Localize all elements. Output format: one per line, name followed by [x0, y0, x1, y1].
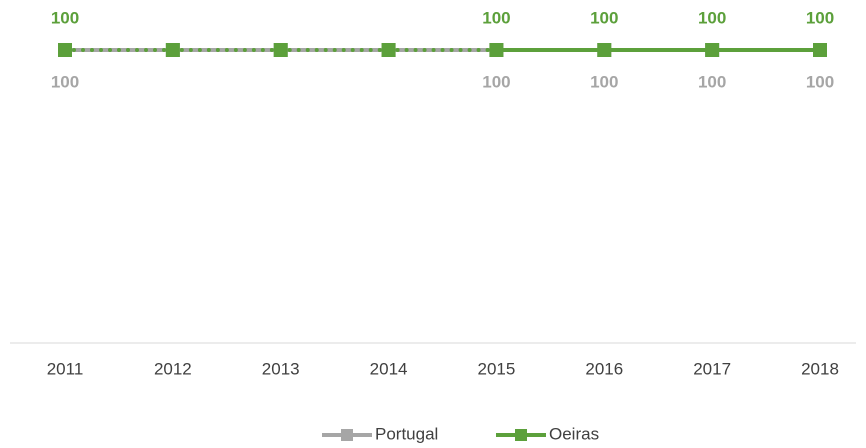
data-label: 100: [698, 8, 726, 27]
x-tick-label: 2012: [154, 359, 192, 378]
legend-label: Oeiras: [549, 424, 599, 443]
marker: [273, 43, 288, 57]
data-label: 100: [698, 72, 726, 91]
marker: [489, 43, 504, 57]
x-tick-label: 2017: [693, 359, 731, 378]
data-label: 100: [482, 72, 510, 91]
x-tick-label: 2011: [47, 359, 84, 378]
data-label: 100: [590, 72, 618, 91]
legend-label: Portugal: [375, 424, 438, 443]
data-label: 100: [51, 72, 79, 91]
marker: [813, 43, 827, 57]
marker: [381, 43, 396, 57]
data-label: 100: [590, 8, 618, 27]
x-tick-label: 2016: [585, 359, 623, 378]
legend-marker: [515, 429, 527, 441]
data-label: 100: [51, 8, 79, 27]
x-tick-label: 2014: [370, 359, 408, 378]
marker: [705, 43, 720, 57]
marker: [58, 43, 72, 57]
marker: [597, 43, 612, 57]
x-tick-label: 2013: [262, 359, 300, 378]
marker: [165, 43, 180, 57]
legend-marker: [341, 429, 353, 441]
data-label: 100: [482, 8, 510, 27]
x-tick-label: 2018: [801, 359, 839, 378]
data-label: 100: [806, 8, 834, 27]
data-label: 100: [806, 72, 834, 91]
x-tick-label: 2015: [478, 359, 516, 378]
